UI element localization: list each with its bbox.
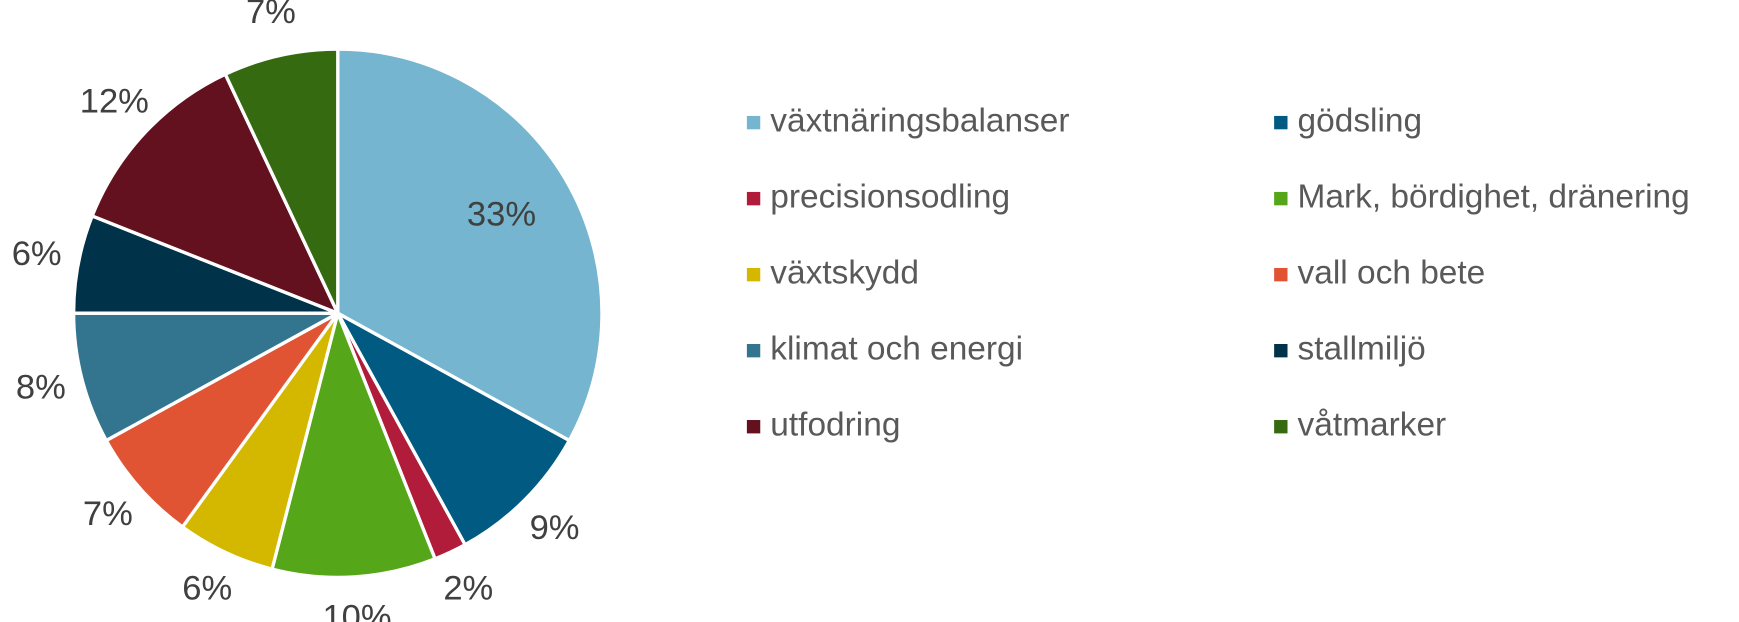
- pie-slice: [89, 71, 342, 317]
- data-label: 6%: [182, 570, 232, 608]
- legend-label: precisionsodling: [770, 178, 1010, 215]
- legend-label: växtnäringsbalanser: [770, 102, 1069, 139]
- legend-label: klimat och energi: [770, 331, 1023, 368]
- data-label: 7%: [246, 0, 296, 31]
- legend-swatch: [746, 343, 761, 358]
- legend-swatch: [746, 267, 761, 282]
- legend-swatch: [746, 191, 761, 206]
- legend-label: våtmarker: [1298, 407, 1447, 444]
- data-label: 33%: [467, 196, 536, 234]
- data-label: 10%: [322, 598, 391, 622]
- pie-slice: [71, 311, 339, 443]
- legend-swatch: [1274, 267, 1288, 282]
- pie-slice: [333, 308, 572, 548]
- data-label: 7%: [83, 495, 133, 533]
- legend-swatch: [746, 420, 761, 434]
- legend-label: stallmiljö: [1298, 331, 1426, 368]
- legend-label: växtskydd: [770, 254, 919, 291]
- data-label: 8%: [16, 369, 66, 407]
- legend-label: utfodring: [770, 407, 900, 444]
- legend-swatch: [746, 115, 761, 130]
- legend-swatch: [1274, 420, 1288, 434]
- pie-slice: [336, 47, 604, 443]
- data-label: 2%: [443, 570, 493, 608]
- data-label: 12%: [80, 83, 149, 121]
- legend-swatch: [1274, 343, 1288, 358]
- data-label: 9%: [530, 509, 580, 547]
- pie-slice: [223, 47, 340, 314]
- legend-swatch: [1274, 115, 1288, 130]
- pie-slice: [270, 307, 438, 580]
- legend-label: gödsling: [1298, 102, 1423, 139]
- data-label: 6%: [12, 235, 62, 273]
- pie-slice: [104, 311, 340, 530]
- legend-label: vall och bete: [1298, 254, 1486, 291]
- legend-label: Mark, bördighet, dränering: [1298, 178, 1690, 215]
- legend-swatch: [1274, 191, 1288, 206]
